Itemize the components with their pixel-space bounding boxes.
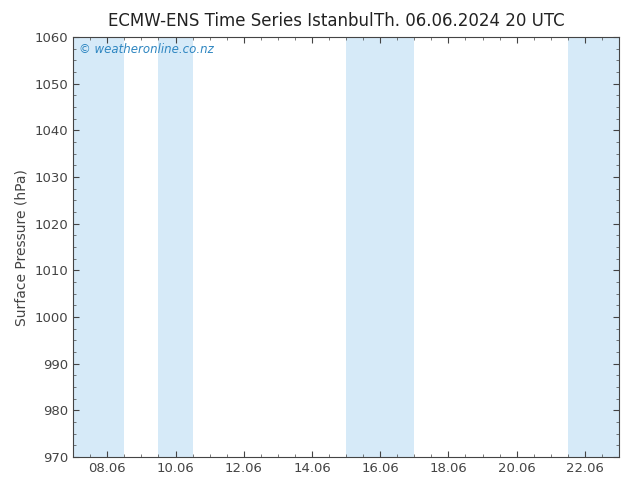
Bar xyxy=(346,37,414,457)
Bar xyxy=(158,37,193,457)
Bar xyxy=(73,37,124,457)
Text: Th. 06.06.2024 20 UTC: Th. 06.06.2024 20 UTC xyxy=(374,12,564,30)
Text: © weatheronline.co.nz: © weatheronline.co.nz xyxy=(79,44,214,56)
Y-axis label: Surface Pressure (hPa): Surface Pressure (hPa) xyxy=(15,169,29,325)
Text: ECMW-ENS Time Series Istanbul: ECMW-ENS Time Series Istanbul xyxy=(108,12,373,30)
Bar xyxy=(568,37,619,457)
